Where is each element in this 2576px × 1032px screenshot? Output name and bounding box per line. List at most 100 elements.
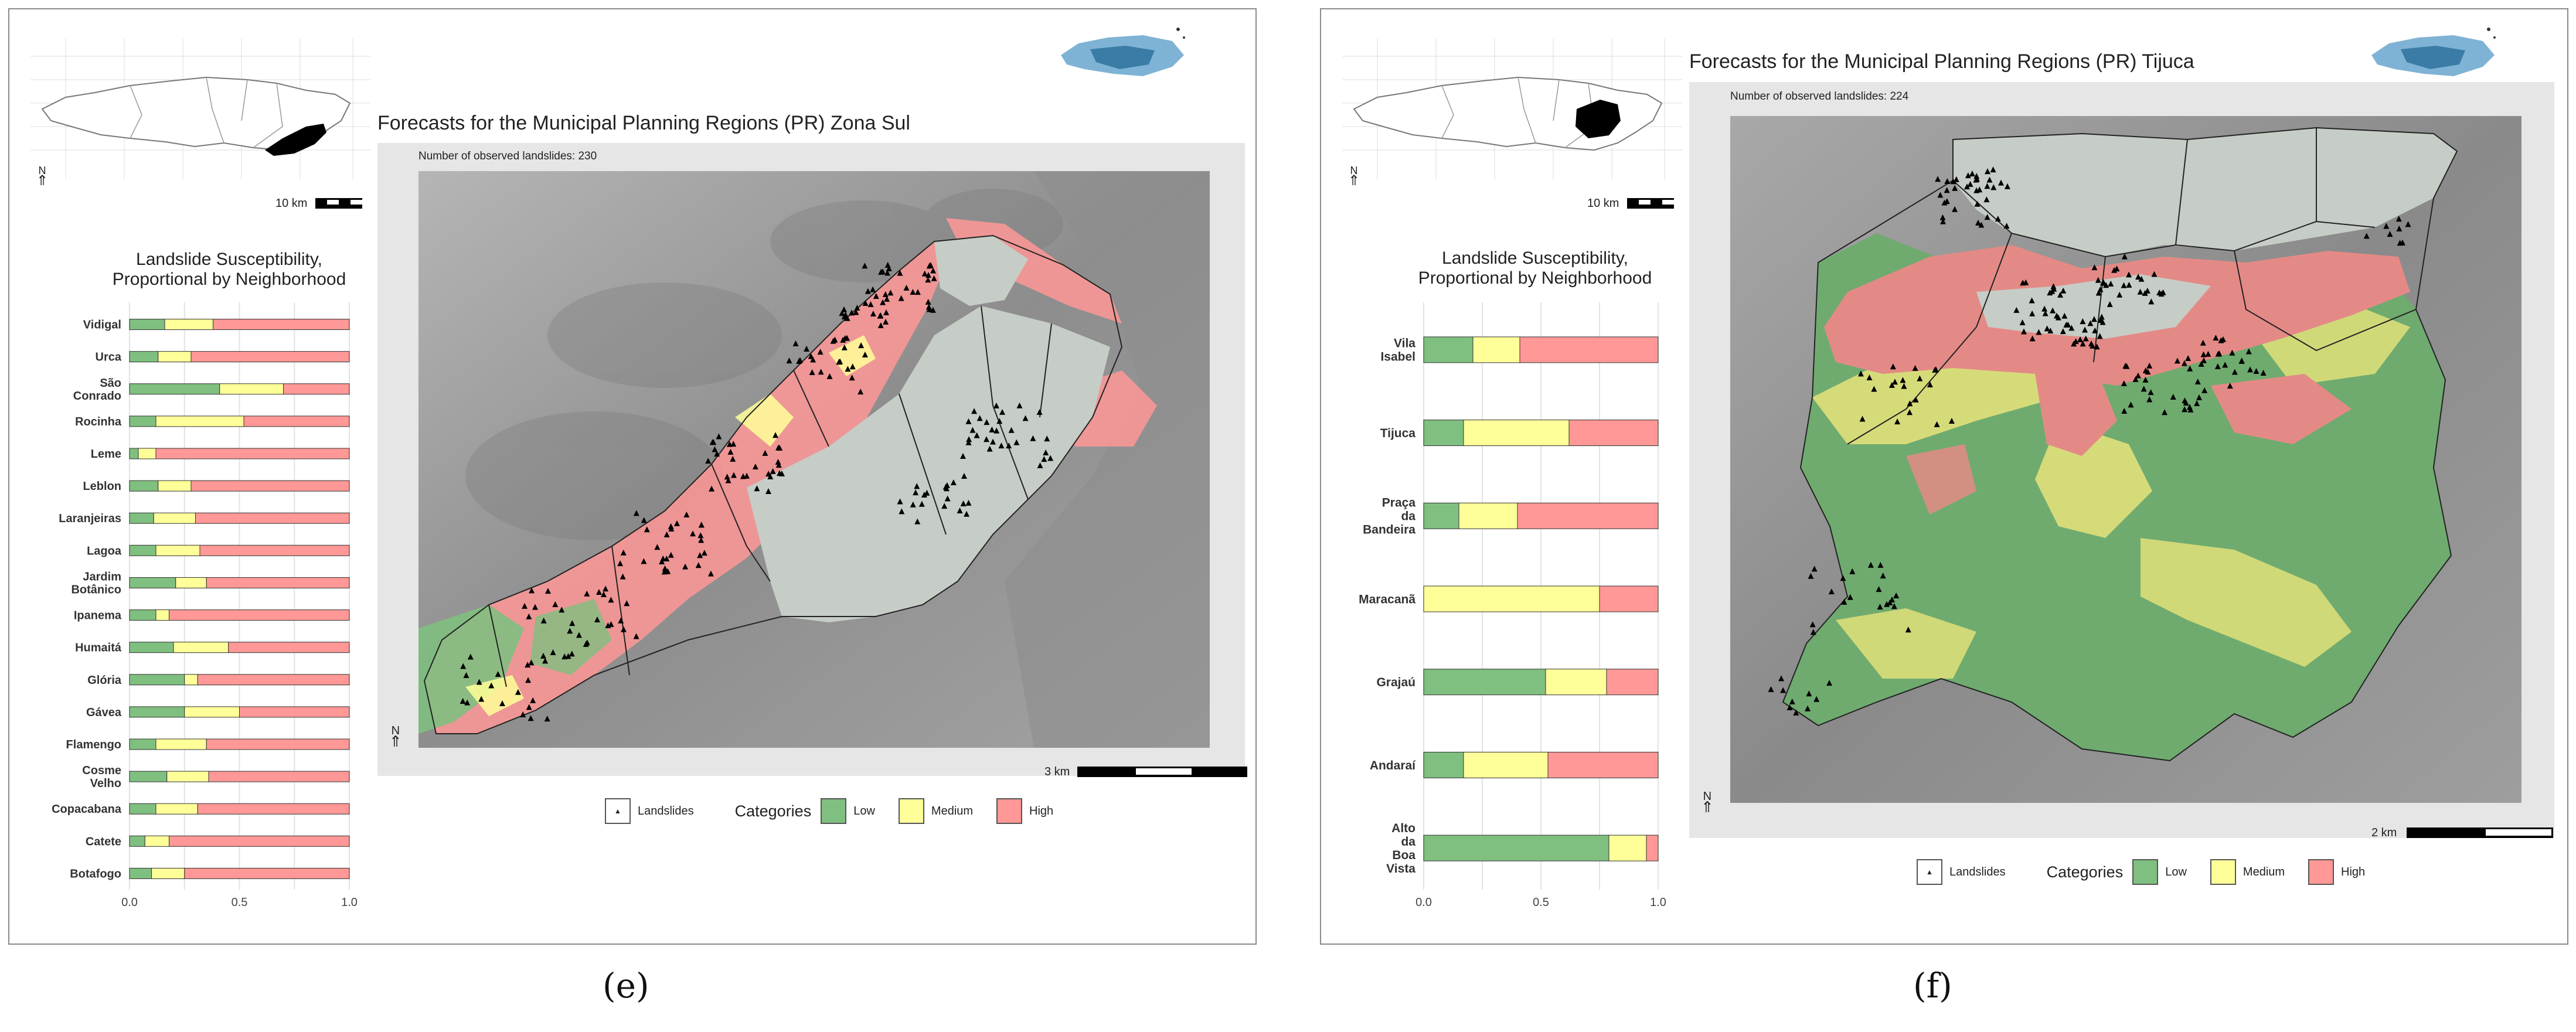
bar-medium [173,642,229,653]
landslide-point [2095,289,2102,296]
landslide-point [1995,215,2001,222]
landslide-point [2146,396,2153,403]
bar-medium [1545,669,1607,696]
landslide-point [1990,184,1997,190]
landslide-point [942,483,949,490]
landslide-point [2057,291,2064,298]
north-label: N [391,724,400,737]
landslide-point [2247,366,2254,373]
bar-high [195,512,350,524]
landslide-point [925,277,931,283]
landslide-point [2047,327,2054,333]
category-label: Urca [96,351,122,364]
landslide-point [966,436,972,442]
landslide-point [1978,222,1985,228]
landslide-point [654,544,661,550]
legend-swatch-high [996,798,1023,824]
landslide-point [842,311,849,318]
bar-high [190,480,350,492]
landslide-point [2029,297,2035,304]
landslide-point [2142,376,2149,383]
landslide-point [903,284,910,291]
landslide-point [2194,400,2200,407]
landslide-point [552,601,559,608]
landslide-point [867,301,874,308]
north-label: N [38,165,46,176]
landslide-point [913,489,919,496]
landslide-point [984,436,990,442]
bar-low [129,577,176,588]
landslide-point [2114,265,2120,272]
bar-medium [144,835,169,847]
landslide-point [1808,573,1814,579]
landslide-point [2107,301,2113,307]
landslide-point [1913,396,1919,403]
inset-scale-bar [315,198,362,209]
landslide-point [2182,406,2188,413]
landslide-point [1973,173,1980,179]
landslide-point [887,289,894,296]
landslide-point [550,649,556,655]
landslide-point [2181,360,2187,366]
landslide-point [559,607,565,613]
landslide-point [522,602,528,609]
landslide-point [544,716,550,722]
landslide-point [786,357,792,364]
landslide-point [841,344,848,350]
legend-high: High [1029,804,1054,818]
landslide-point [2238,357,2245,363]
landslide-point [849,309,855,316]
map-legend-e: ▲ Landslides Categories Low Medium High [605,798,1077,824]
landslide-point [961,472,967,479]
landslide-point [2092,327,2098,333]
landslide-point [870,311,876,317]
landslide-point [1944,187,1950,193]
landslide-point [897,270,903,276]
landslide-point [990,438,996,445]
landslide-point [2091,316,2097,322]
landslide-point [661,568,668,575]
landslide-point [1793,709,1799,716]
locator-inset-map [1342,39,1682,179]
bar-high [199,544,350,556]
landslide-point [488,682,495,689]
landslide-point [832,336,838,343]
landslide-point [862,263,868,269]
landslide-point [2050,283,2057,289]
landslide-point [844,315,850,321]
bar-high [213,319,350,331]
landslide-point [818,369,824,375]
category-label: Glória [87,674,122,687]
landslide-point [730,472,737,478]
bar-low [129,351,159,363]
landslide-point [1828,588,1835,595]
landslide-point [883,309,890,315]
landslide-point [2245,348,2252,355]
landslide-point [724,474,730,480]
landslide-point [1927,381,1933,387]
bar-medium [155,738,207,750]
landslide-point [525,662,531,668]
landslide-point [1036,408,1043,415]
bar-high [190,351,350,363]
landslide-point [914,289,921,295]
landslide-point [2397,240,2403,246]
landslide-point [744,472,750,479]
landslide-point [617,560,624,567]
landslide-point [941,503,948,509]
landslide-point [644,526,650,533]
landslide-point [2122,363,2129,369]
bar-high [184,867,350,879]
landslide-point [765,471,772,477]
chart-title-f: Landslide Susceptibility, Proportional b… [1418,248,1652,288]
landslide-point [1786,704,1793,711]
x-tick-label: 1.0 [341,896,358,909]
landslide-point [1037,462,1043,469]
landslide-point [2020,328,2027,335]
bar-low [129,674,185,686]
landslide-point [976,415,983,421]
landslide-point [707,570,714,577]
landslide-point [2108,280,2114,287]
landslide-point [2138,275,2145,282]
hex-overview-map-e [1061,28,1185,76]
